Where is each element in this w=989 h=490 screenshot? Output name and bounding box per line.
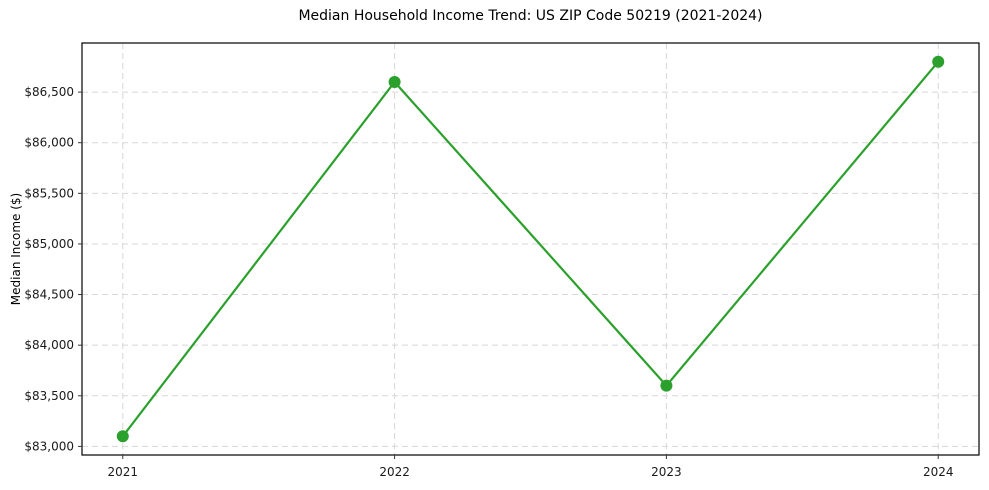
data-point xyxy=(116,430,129,443)
y-tick-label: $85,500 xyxy=(24,186,74,200)
y-tick-label: $84,000 xyxy=(24,338,74,352)
data-point xyxy=(932,55,945,68)
x-tick-label: 2021 xyxy=(107,465,138,479)
chart-title: Median Household Income Trend: US ZIP Co… xyxy=(298,8,763,24)
data-point xyxy=(388,75,401,88)
y-tick-label: $83,000 xyxy=(24,439,74,453)
y-tick-label: $86,000 xyxy=(24,136,74,150)
x-tick-label: 2022 xyxy=(379,465,410,479)
y-tick-label: $85,000 xyxy=(24,237,74,251)
plot-border xyxy=(81,42,980,456)
y-tick-label: $83,500 xyxy=(24,389,74,403)
y-tick-label: $84,500 xyxy=(24,288,74,302)
data-point xyxy=(660,379,673,392)
x-tick-label: 2023 xyxy=(651,465,682,479)
trend-line xyxy=(121,61,940,437)
x-tick-label: 2024 xyxy=(923,465,954,479)
y-tick-label: $86,500 xyxy=(24,85,74,99)
